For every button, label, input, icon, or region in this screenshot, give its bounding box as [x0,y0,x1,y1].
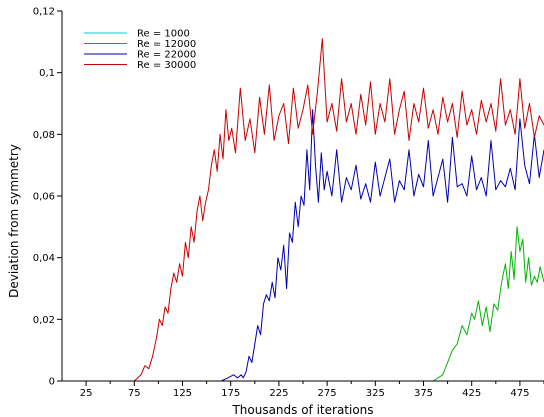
x-tick-label: 25 [80,388,93,399]
x-tick-label: 325 [366,388,385,399]
y-tick-label: 0,06 [33,192,55,203]
x-tick-label: 475 [510,388,529,399]
x-tick-label: 425 [462,388,481,399]
legend-label-2: Re = 22000 [137,50,196,61]
x-tick-label: 125 [173,388,192,399]
x-tick-label: 375 [414,388,433,399]
series-line-1 [62,226,544,382]
y-axis-title: Deviation from symmetry [7,144,21,298]
y-tick-label: 0,12 [33,7,55,18]
x-tick-label: 175 [221,388,240,399]
legend-label-1: Re = 12000 [137,39,196,50]
y-tick-label: 0,02 [33,315,55,326]
y-tick-label: 0,1 [39,68,55,79]
x-tick-label: 75 [128,388,141,399]
x-tick-label: 225 [269,388,288,399]
series-lines [62,38,544,382]
legend-label-3: Re = 30000 [137,60,196,71]
series-line-2 [62,109,544,382]
x-axis-title: Thousands of iterations [231,403,373,417]
axes: 0 0,02 0,04 0,06 0,08 0,1 0,12 25 75 125 175 225 275… [33,7,544,399]
y-tick-label: 0 [49,377,55,388]
y-tick-label: 0,08 [33,130,55,141]
y-tick-label: 0,04 [33,253,55,264]
x-tick-label: 275 [318,388,337,399]
series-line-3 [62,38,544,382]
legend-label-0: Re = 1000 [137,29,190,40]
